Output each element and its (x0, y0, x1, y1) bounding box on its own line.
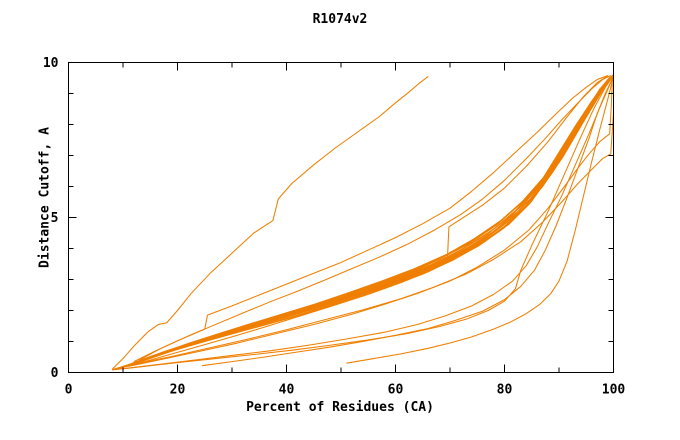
data-curve (346, 76, 615, 364)
x-tick-label: 40 (279, 383, 295, 398)
data-curve (114, 74, 614, 370)
data-curve (128, 76, 613, 367)
data-curve (117, 74, 614, 370)
data-curve (125, 74, 614, 367)
x-tick-label: 80 (497, 383, 513, 398)
data-curves-group (111, 74, 615, 371)
data-curve (123, 74, 614, 368)
data-curve (127, 74, 614, 367)
data-curve (120, 75, 609, 369)
y-tick-label: 0 (51, 366, 59, 381)
data-curve (201, 76, 614, 367)
chart-title: R1074v2 (312, 12, 368, 27)
x-tick-label: 60 (388, 383, 404, 398)
x-tick-label: 0 (65, 383, 73, 398)
data-curve (114, 74, 614, 370)
data-curve (117, 74, 614, 370)
data-curve (139, 75, 612, 361)
data-curve (113, 74, 614, 371)
data-curve (117, 75, 614, 370)
data-curve (111, 74, 614, 371)
y-tick-label: 5 (51, 211, 59, 226)
data-curve (128, 74, 614, 367)
data-curve (115, 74, 614, 371)
data-curve (133, 75, 609, 363)
data-curve (122, 76, 614, 370)
x-tick-label: 20 (170, 383, 186, 398)
x-axis-label: Percent of Residues (CA) (246, 400, 434, 415)
data-curve (111, 76, 429, 370)
plot-frame (67, 61, 615, 374)
data-curve (118, 74, 614, 369)
axis-frame-group (67, 61, 615, 374)
data-curve (136, 75, 615, 365)
data-curve (113, 74, 614, 370)
y-tick-label: 10 (43, 56, 59, 71)
data-curve (116, 74, 614, 370)
axis-tick-labels-group: 0 20 40 60 80 100 0 5 10 (43, 56, 626, 398)
data-curve (119, 74, 614, 369)
x-tick-label: 100 (602, 383, 626, 398)
data-curve (121, 74, 614, 369)
data-curve (112, 74, 614, 371)
data-curve (122, 74, 614, 368)
data-curve (115, 74, 614, 370)
axis-ticks-group (67, 61, 615, 374)
data-curve (120, 74, 614, 369)
